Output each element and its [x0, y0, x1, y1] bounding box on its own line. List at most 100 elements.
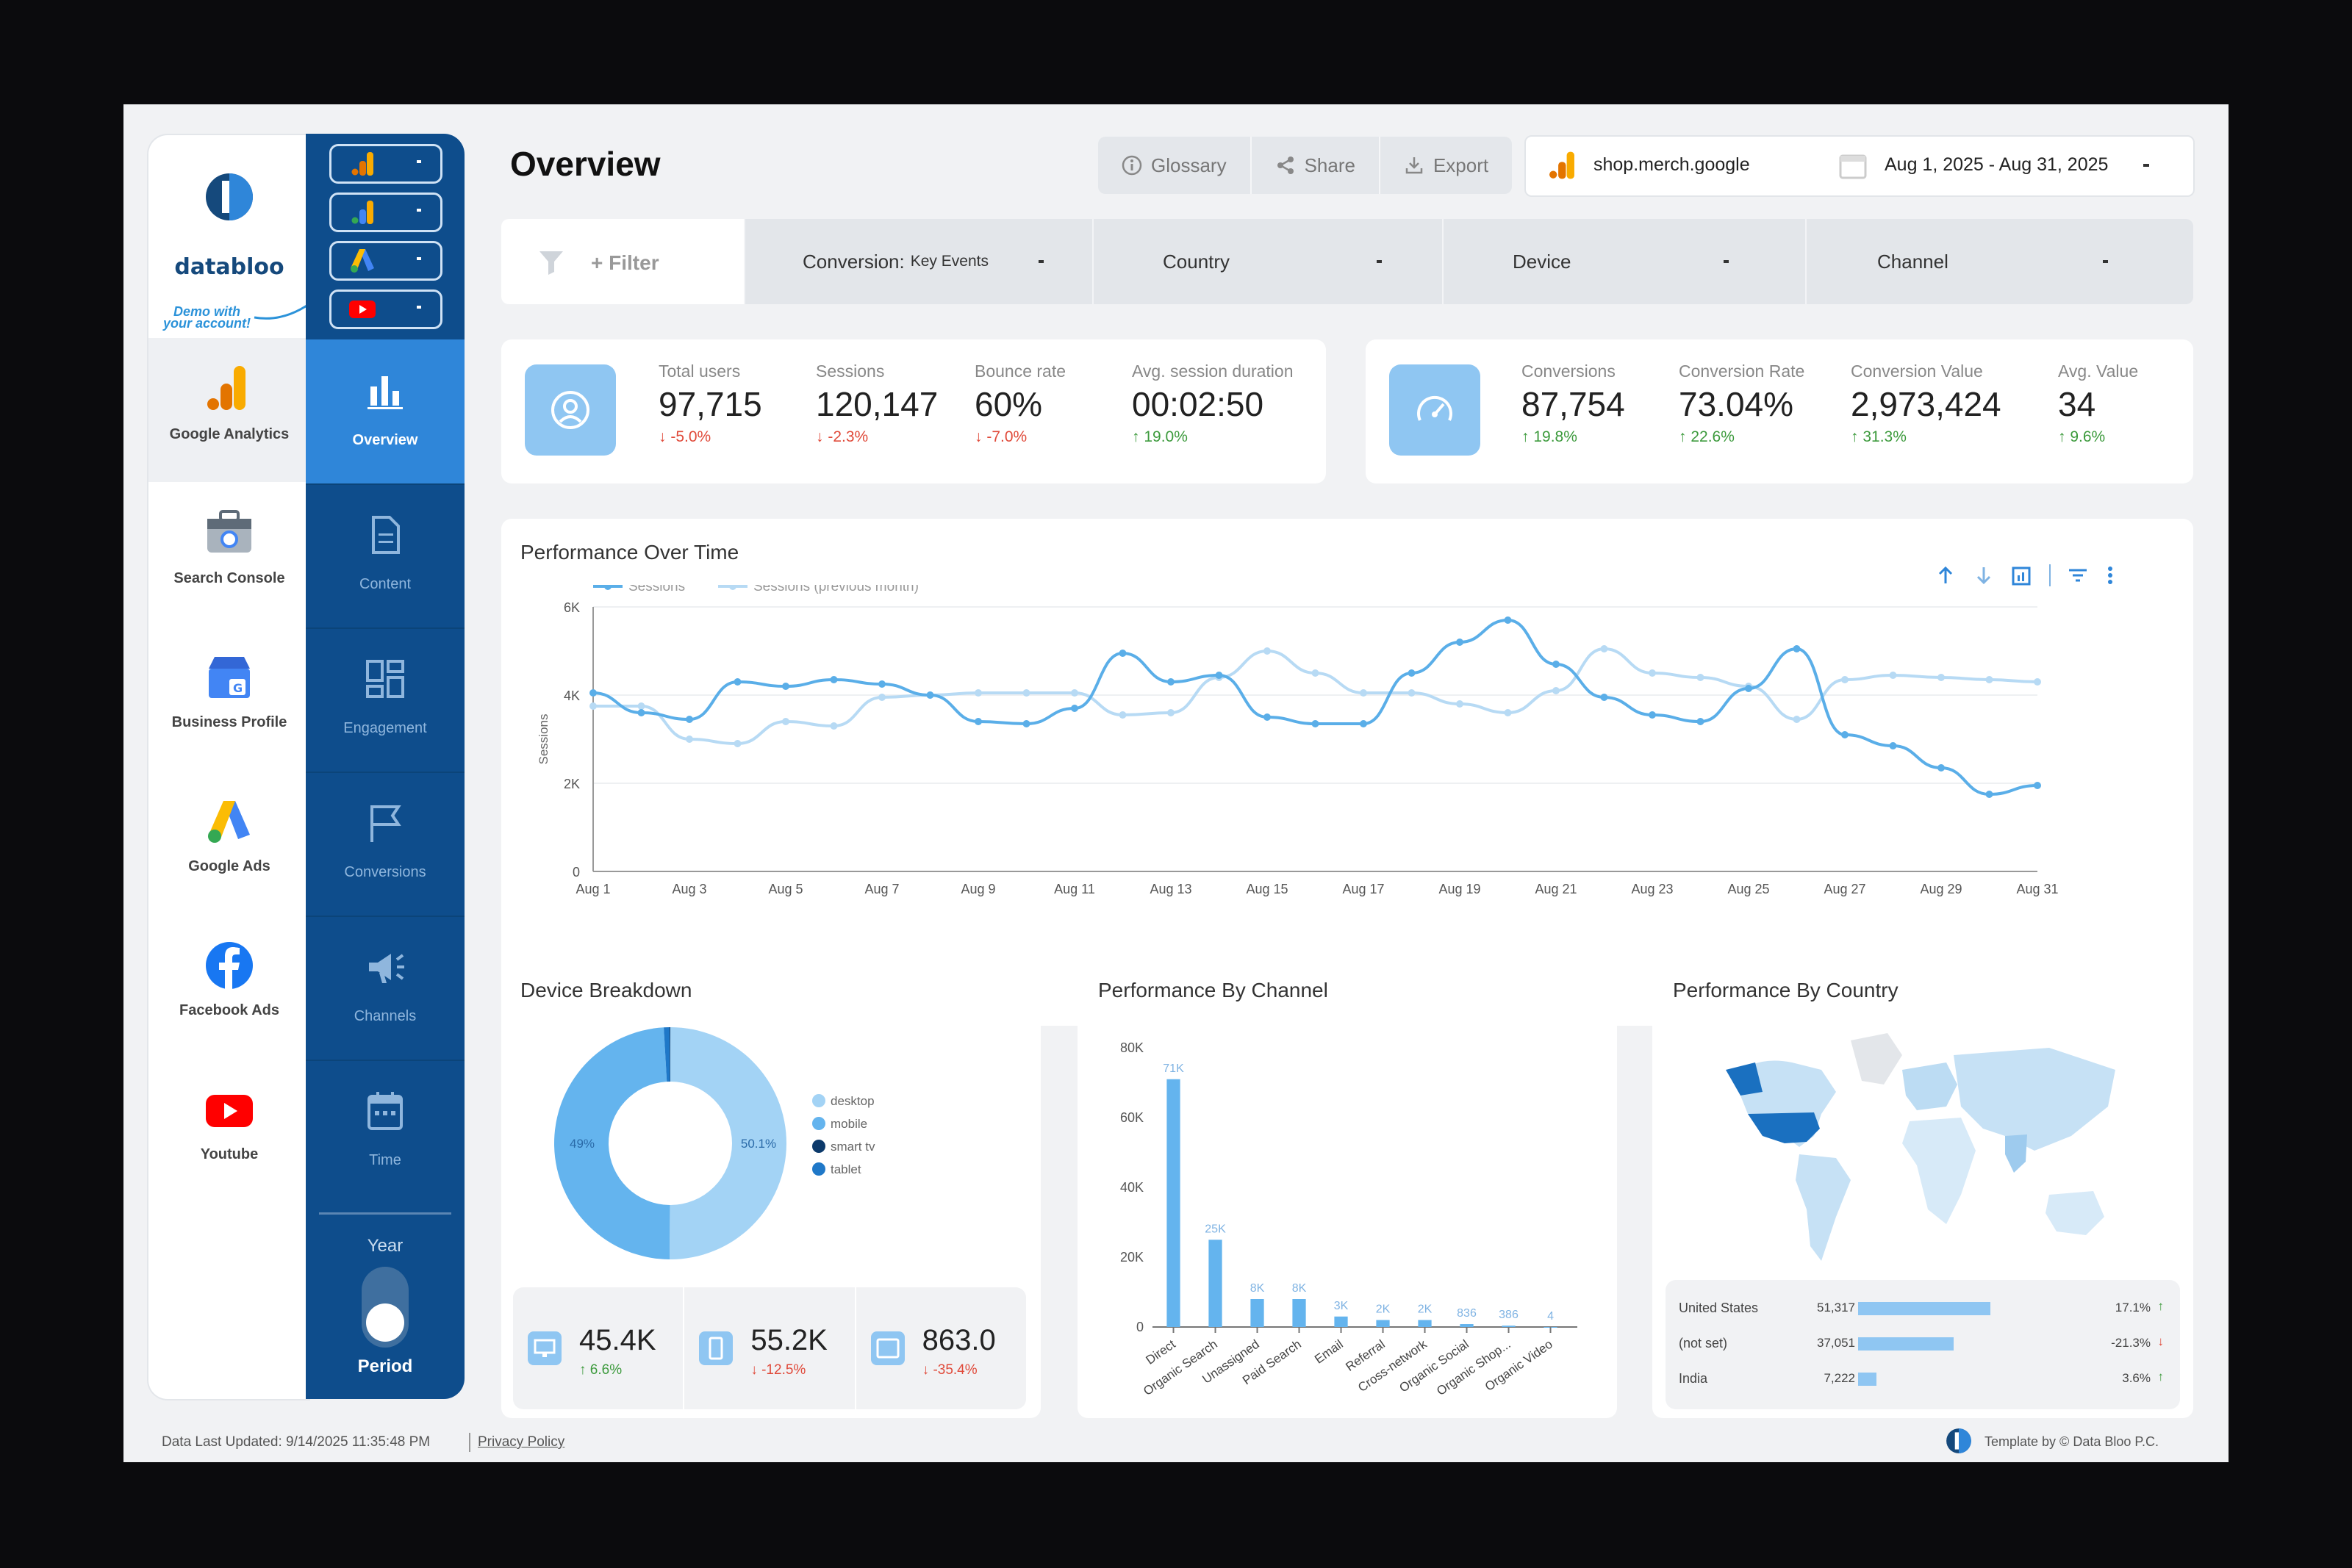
source-label: Search Console: [173, 570, 285, 586]
nav-label: Overview: [352, 432, 418, 448]
map-region-europe[interactable]: [1902, 1062, 1957, 1110]
table-row[interactable]: (not set) 37,051 -21.3% ↓: [1666, 1326, 2180, 1361]
kpi-delta: ↓ -5.0%: [659, 428, 711, 445]
source-facebook-ads[interactable]: Facebook Ads: [148, 914, 310, 1058]
legend-label: Sessions (previous month): [753, 585, 919, 594]
filter-channel[interactable]: Channel: [1805, 219, 2195, 304]
country-name: India: [1679, 1371, 1708, 1386]
kpi-value: 87,754: [1521, 385, 1625, 423]
legend-marker: [729, 585, 736, 590]
date-range-selector[interactable]: Aug 1, 2025 - Aug 31, 2025: [1885, 154, 2109, 175]
country-share: 3.6%: [2122, 1371, 2151, 1385]
device-stat-mobile: 55.2K ↓ -12.5%: [684, 1287, 856, 1409]
sessions-line-chart[interactable]: 0 2K 4K 6K Aug 1 Aug 3 Aug 5 Aug 7 Aug 9 Aug 11 Au…: [501, 585, 2193, 967]
kpi-value: 34: [2058, 385, 2096, 423]
chart-options-icon[interactable]: [2011, 564, 2033, 586]
data-point: [1119, 650, 1127, 657]
account-selector-analytics[interactable]: [329, 144, 442, 184]
x-tick-label: Aug 23: [1631, 882, 1673, 896]
x-tick-label: Aug 31: [2016, 882, 2058, 896]
kpi-label: Avg. session duration: [1132, 362, 1294, 381]
table-row[interactable]: India 7,222 3.6% ↑: [1666, 1361, 2180, 1396]
kpi-delta: ↑ 19.0%: [1132, 428, 1188, 445]
demo-link[interactable]: Demo with your account!: [163, 305, 251, 330]
nav-label: Channels: [354, 1008, 417, 1024]
x-tick-label: Aug 1: [576, 882, 610, 896]
nav-conversions[interactable]: Conversions: [306, 772, 465, 917]
nav-label: Content: [359, 576, 412, 592]
world-map[interactable]: [1704, 1026, 2130, 1276]
table-row[interactable]: United States 51,317 17.1% ↑: [1666, 1290, 2180, 1326]
period-toggle[interactable]: [362, 1267, 409, 1348]
account-selector-youtube[interactable]: [329, 289, 442, 329]
data-point: [830, 676, 838, 683]
filter-device[interactable]: Device: [1442, 219, 1807, 304]
export-button[interactable]: Export: [1380, 137, 1512, 194]
nav-content[interactable]: Content: [306, 483, 465, 629]
kpi-delta: ↓ -7.0%: [975, 428, 1028, 445]
y-tick-label: 6K: [564, 600, 580, 615]
donut-slice: [670, 1027, 787, 1259]
data-point: [1649, 669, 1656, 677]
kpi-conversion-rate: Conversion Rate 73.04% ↑ 22.6%: [1679, 362, 1804, 446]
device-stat-delta-value: -12.5%: [761, 1362, 806, 1378]
legend-label: tablet: [831, 1162, 861, 1176]
source-google-ads[interactable]: Google Ads: [148, 770, 310, 914]
y-tick-label: 20K: [1120, 1250, 1144, 1265]
bar: [1334, 1316, 1348, 1327]
source-google-analytics[interactable]: Google Analytics: [148, 338, 310, 482]
share-button[interactable]: Share: [1252, 137, 1380, 194]
kpi-delta: ↑ 19.8%: [1521, 428, 1577, 445]
data-point: [1215, 672, 1223, 679]
x-tick-label: Direct: [1144, 1337, 1178, 1367]
kpi-avg-session-duration: Avg. session duration 00:02:50 ↑ 19.0%: [1132, 362, 1294, 446]
add-filter-button[interactable]: + Filter: [501, 219, 744, 304]
data-label: 8K: [1292, 1282, 1307, 1295]
country-share: -21.3%: [2111, 1336, 2151, 1350]
brand-area[interactable]: databloo Demo with your account!: [148, 135, 322, 338]
chevron-down-icon[interactable]: [2143, 164, 2149, 167]
map-region-south-america[interactable]: [1796, 1154, 1851, 1261]
google-ads-icon: [208, 801, 250, 843]
data-point: [1022, 689, 1030, 697]
sort-ascending-icon[interactable]: [1935, 564, 1957, 586]
map-region-alaska[interactable]: [1726, 1062, 1763, 1096]
account-selector-search-console[interactable]: [329, 193, 442, 232]
account-selector-google-ads[interactable]: [329, 241, 442, 281]
source-youtube[interactable]: Youtube: [148, 1058, 310, 1202]
filter-conversion[interactable]: Conversion: Key Events: [744, 219, 1094, 304]
privacy-policy-link[interactable]: Privacy Policy: [478, 1434, 565, 1450]
map-region-greenland[interactable]: [1851, 1033, 1902, 1085]
arrow-up-icon: ↑: [2157, 1370, 2165, 1384]
filter-conversion-value: Key Events: [910, 253, 989, 270]
data-point: [1985, 791, 1993, 798]
data-point: [1360, 720, 1367, 727]
source-business-profile[interactable]: G Business Profile: [148, 626, 310, 770]
country-name: (not set): [1679, 1336, 1728, 1351]
source-search-console[interactable]: Search Console: [148, 482, 310, 626]
glossary-button[interactable]: Glossary: [1098, 137, 1252, 194]
filter-country[interactable]: Country: [1092, 219, 1444, 304]
device-donut-chart[interactable]: 50.1% 49% desktop mobile smart tv tablet: [501, 1018, 1041, 1283]
data-point: [1167, 678, 1175, 686]
map-region-asia[interactable]: [1954, 1048, 2115, 1151]
filter-lines-icon[interactable]: [2067, 564, 2089, 586]
nav-channels[interactable]: Channels: [306, 916, 465, 1061]
country-share: 17.1%: [2115, 1301, 2151, 1315]
data-label: 836: [1457, 1307, 1477, 1320]
map-region-india[interactable]: [2005, 1134, 2027, 1173]
sort-descending-icon[interactable]: [1973, 564, 1995, 586]
map-region-united-states[interactable]: [1748, 1112, 1820, 1143]
nav-overview[interactable]: Overview: [306, 339, 465, 485]
databloo-logo-icon: [1946, 1428, 1971, 1453]
map-region-africa[interactable]: [1902, 1118, 1976, 1224]
nav-engagement[interactable]: Engagement: [306, 627, 465, 773]
channel-bar-chart[interactable]: 0 20K 40K 60K 80K 71K Direct 25K Organic Search 8…: [1078, 1018, 1617, 1418]
device-stat-delta-value: -35.4%: [933, 1362, 978, 1378]
arrow-up-icon: ↑: [2157, 1299, 2165, 1313]
property-selector[interactable]: shop.merch.google: [1593, 154, 1750, 175]
nav-time[interactable]: Time: [306, 1060, 465, 1204]
kpi-label: Total users: [659, 362, 741, 381]
more-vertical-icon[interactable]: [2105, 564, 2115, 586]
map-region-australia[interactable]: [2046, 1191, 2104, 1235]
